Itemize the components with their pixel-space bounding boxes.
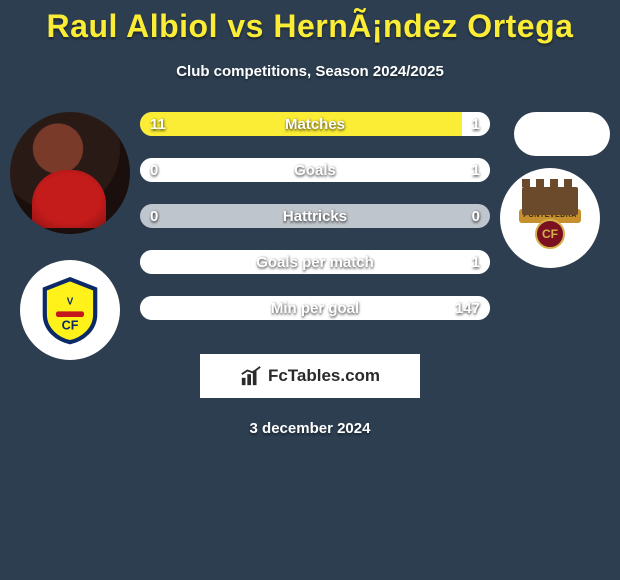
- stat-label: Hattricks: [283, 208, 347, 225]
- brand-box: FcTables.com: [200, 354, 420, 398]
- stat-value-right: 1: [472, 116, 480, 133]
- villarreal-badge-icon: V CF: [35, 275, 105, 345]
- stat-value-right: 0: [472, 208, 480, 225]
- stat-value-right: 1: [472, 254, 480, 271]
- jersey-number: 18: [54, 197, 76, 220]
- brand-text: FcTables.com: [268, 366, 380, 386]
- stat-row: 11 Matches 1: [140, 112, 490, 136]
- badge-cf-text: CF: [535, 219, 565, 249]
- stat-label: Goals: [294, 162, 336, 179]
- player-left-club-badge: V CF: [20, 260, 120, 360]
- stats-area: 18 V CF PONTEVEDRA CF 11Matches10Goals10…: [0, 112, 620, 320]
- stat-label: Min per goal: [271, 300, 359, 317]
- player-left-photo: 18: [10, 112, 130, 234]
- stat-row: Min per goal 147: [140, 296, 490, 320]
- stat-value-left: 0: [150, 208, 158, 225]
- stat-value-right: 1: [472, 162, 480, 179]
- stat-row: 0 Goals 1: [140, 158, 490, 182]
- player-right-photo-placeholder: [514, 112, 610, 156]
- page-subtitle: Club competitions, Season 2024/2025: [0, 63, 620, 80]
- chart-icon: [240, 365, 262, 387]
- stat-value-left: 0: [150, 162, 158, 179]
- page-title: Raul Albiol vs HernÃ¡ndez Ortega: [0, 0, 620, 45]
- svg-text:CF: CF: [62, 319, 79, 333]
- stat-label: Matches: [285, 116, 345, 133]
- player-right-club-badge: PONTEVEDRA CF: [500, 168, 600, 268]
- stat-value-left: 11: [150, 116, 166, 133]
- date-text: 3 december 2024: [0, 420, 620, 437]
- stat-value-right: 147: [455, 300, 480, 317]
- svg-text:V: V: [67, 296, 74, 307]
- stat-label: Goals per match: [256, 254, 374, 271]
- comparison-rows: 11 Matches 1 0 Goals 1 0 Hattricks 0 Goals per ma…: [140, 112, 490, 320]
- stat-row: 0 Hattricks 0: [140, 204, 490, 228]
- stat-row: Goals per match 1: [140, 250, 490, 274]
- castle-icon: [522, 187, 578, 215]
